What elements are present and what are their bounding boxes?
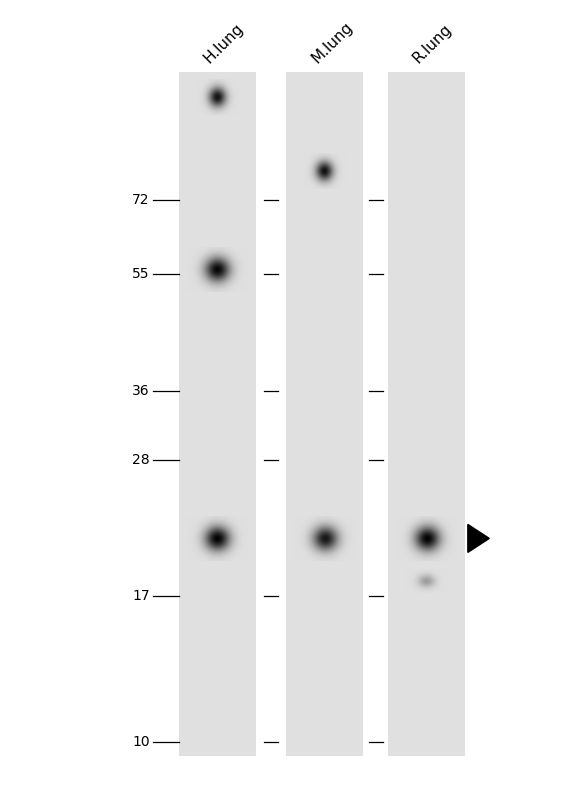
Bar: [388, 72, 465, 756]
Text: 28: 28: [132, 453, 150, 466]
Bar: [179, 72, 256, 756]
Text: 55: 55: [132, 267, 150, 282]
Text: M.lung: M.lung: [308, 18, 355, 66]
Text: 36: 36: [132, 383, 150, 398]
Text: 10: 10: [132, 735, 150, 749]
Text: 17: 17: [132, 590, 150, 603]
Text: H.lung: H.lung: [201, 20, 247, 66]
Bar: [286, 72, 363, 756]
Text: R.lung: R.lung: [410, 21, 455, 66]
Text: 72: 72: [132, 194, 150, 207]
Polygon shape: [468, 525, 489, 553]
